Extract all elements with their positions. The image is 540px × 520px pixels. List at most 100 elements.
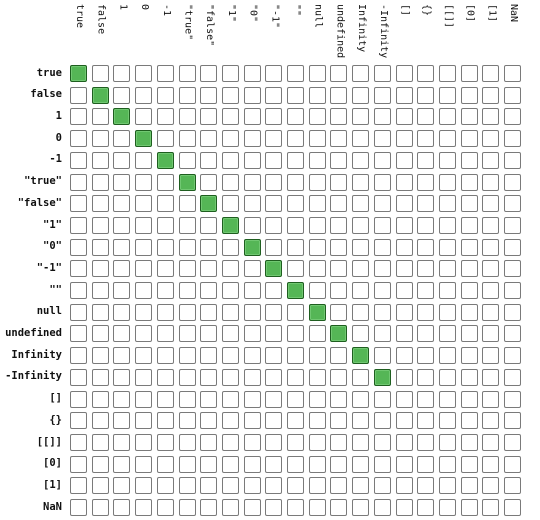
not-equal-cell bbox=[70, 151, 87, 169]
not-equal-cell bbox=[135, 65, 153, 82]
not-equal-cell bbox=[460, 368, 478, 386]
not-equal-cell bbox=[460, 282, 478, 299]
not-equal-cell bbox=[156, 455, 174, 473]
not-equal-cell bbox=[308, 260, 326, 278]
not-equal-cell bbox=[178, 151, 196, 169]
column-header-label: [1] bbox=[486, 4, 498, 23]
not-equal-cell bbox=[287, 325, 304, 343]
not-equal-cell bbox=[373, 260, 391, 278]
not-equal-cell bbox=[200, 65, 218, 82]
not-equal-cell bbox=[352, 173, 370, 191]
not-equal-cell bbox=[70, 325, 87, 343]
not-equal-cell bbox=[243, 368, 261, 386]
not-equal-cell bbox=[504, 282, 521, 299]
column-header: false bbox=[90, 4, 112, 62]
not-equal-cell bbox=[417, 238, 435, 256]
not-equal-cell bbox=[287, 151, 304, 169]
not-equal-cell bbox=[395, 108, 413, 126]
not-equal-cell bbox=[135, 195, 153, 213]
column-header-label: -1 bbox=[160, 4, 172, 17]
column-header-label: false bbox=[95, 4, 107, 35]
not-equal-cell bbox=[395, 455, 413, 473]
equal-cell bbox=[91, 86, 109, 104]
not-equal-cell bbox=[113, 455, 131, 473]
not-equal-cell bbox=[438, 130, 456, 148]
not-equal-cell bbox=[156, 86, 174, 104]
not-equal-cell bbox=[243, 477, 261, 495]
not-equal-cell bbox=[113, 368, 131, 386]
not-equal-cell bbox=[243, 130, 261, 148]
column-header: 1 bbox=[111, 4, 133, 62]
not-equal-cell bbox=[373, 477, 391, 495]
not-equal-cell bbox=[504, 130, 521, 148]
not-equal-cell bbox=[243, 499, 261, 516]
not-equal-cell bbox=[243, 173, 261, 191]
not-equal-cell bbox=[221, 412, 239, 430]
not-equal-cell bbox=[200, 303, 218, 321]
column-header: Infinity bbox=[350, 4, 372, 62]
not-equal-cell bbox=[113, 151, 131, 169]
not-equal-cell bbox=[200, 390, 218, 408]
not-equal-cell bbox=[70, 412, 87, 430]
row-header: true bbox=[36, 66, 62, 79]
not-equal-cell bbox=[460, 195, 478, 213]
column-header: true bbox=[68, 4, 90, 62]
not-equal-cell bbox=[265, 238, 283, 256]
not-equal-cell bbox=[221, 282, 239, 299]
not-equal-cell bbox=[200, 282, 218, 299]
not-equal-cell bbox=[200, 108, 218, 126]
not-equal-cell bbox=[156, 433, 174, 451]
not-equal-cell bbox=[417, 260, 435, 278]
not-equal-cell bbox=[287, 303, 304, 321]
not-equal-cell bbox=[156, 130, 174, 148]
not-equal-cell bbox=[135, 151, 153, 169]
column-header-label: undefined bbox=[334, 4, 346, 59]
column-header-label: true bbox=[74, 4, 85, 29]
not-equal-cell bbox=[504, 455, 521, 473]
not-equal-cell bbox=[438, 412, 456, 430]
not-equal-cell bbox=[91, 347, 109, 365]
not-equal-cell bbox=[330, 86, 348, 104]
not-equal-cell bbox=[113, 347, 131, 365]
not-equal-cell bbox=[200, 433, 218, 451]
not-equal-cell bbox=[243, 108, 261, 126]
column-header: -Infinity bbox=[372, 4, 394, 62]
not-equal-cell bbox=[91, 260, 109, 278]
column-header-label: -Infinity bbox=[377, 4, 389, 59]
not-equal-cell bbox=[113, 390, 131, 408]
not-equal-cell bbox=[265, 108, 283, 126]
row-header: undefined bbox=[5, 327, 62, 340]
not-equal-cell bbox=[460, 433, 478, 451]
row-header: null bbox=[36, 305, 62, 318]
not-equal-cell bbox=[135, 433, 153, 451]
not-equal-cell bbox=[352, 195, 370, 213]
not-equal-cell bbox=[460, 238, 478, 256]
not-equal-cell bbox=[395, 347, 413, 365]
not-equal-cell bbox=[287, 86, 304, 104]
not-equal-cell bbox=[352, 325, 370, 343]
not-equal-cell bbox=[265, 65, 283, 82]
not-equal-cell bbox=[395, 325, 413, 343]
equal-cell bbox=[70, 65, 87, 82]
not-equal-cell bbox=[438, 86, 456, 104]
not-equal-cell bbox=[417, 195, 435, 213]
not-equal-cell bbox=[417, 86, 435, 104]
not-equal-cell bbox=[178, 260, 196, 278]
row-header: "" bbox=[49, 283, 62, 296]
not-equal-cell bbox=[178, 368, 196, 386]
not-equal-cell bbox=[504, 368, 521, 386]
not-equal-cell bbox=[373, 412, 391, 430]
row-header: {} bbox=[49, 413, 62, 426]
not-equal-cell bbox=[352, 282, 370, 299]
not-equal-cell bbox=[70, 368, 87, 386]
not-equal-cell bbox=[200, 477, 218, 495]
not-equal-cell bbox=[243, 86, 261, 104]
not-equal-cell bbox=[308, 108, 326, 126]
row-header: [0] bbox=[43, 457, 62, 470]
row-header: 0 bbox=[55, 131, 62, 144]
not-equal-cell bbox=[417, 499, 435, 516]
not-equal-cell bbox=[91, 477, 109, 495]
column-header: null bbox=[307, 4, 329, 62]
not-equal-cell bbox=[395, 282, 413, 299]
not-equal-cell bbox=[287, 368, 304, 386]
